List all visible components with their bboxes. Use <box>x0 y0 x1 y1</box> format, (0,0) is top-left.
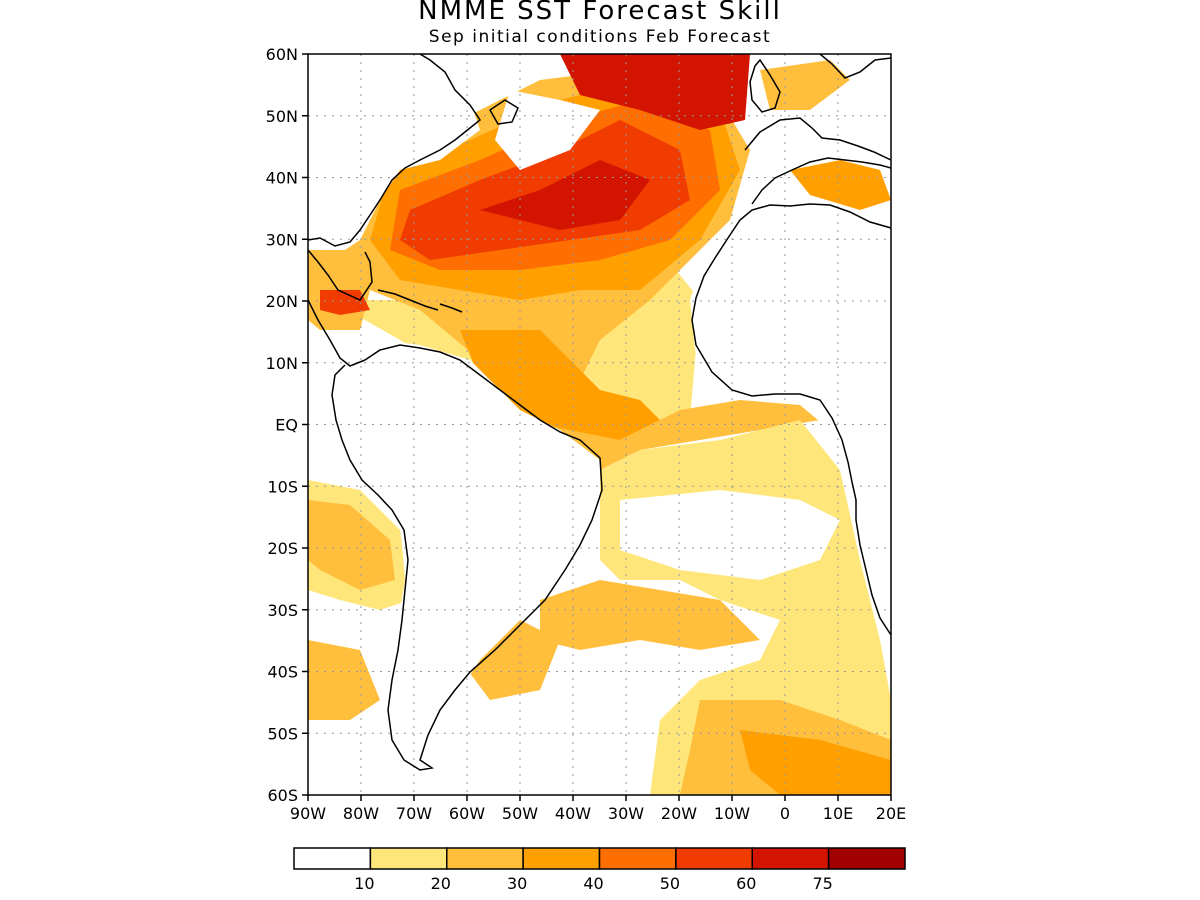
lon-label: 50W <box>502 804 538 823</box>
lon-label: 90W <box>290 804 326 823</box>
colorbar-label: 30 <box>507 874 527 893</box>
land-north-america <box>308 54 480 250</box>
coast-central-america <box>308 299 366 367</box>
lat-label: 30S <box>267 601 298 620</box>
colorbar-swatch <box>446 847 524 870</box>
coast-hispaniola <box>439 303 463 313</box>
lon-label: 80W <box>343 804 379 823</box>
skill-region-tropical-lightorange <box>520 390 820 470</box>
coastlines <box>308 54 891 771</box>
skill-region-sa-orange <box>540 580 760 650</box>
skill-region-sa-white <box>620 490 840 580</box>
lat-label: 20N <box>266 292 298 311</box>
colorbar-label: 50 <box>660 874 680 893</box>
colorbar-label: 40 <box>583 874 603 893</box>
skill-region-gulf-white <box>495 90 600 170</box>
longitude-axis: 90W 80W 70W 60W 50W 40W 30W 20W 10W 0 10E 20E <box>290 795 906 823</box>
grid-lines <box>308 54 891 795</box>
lon-label: 20W <box>661 804 697 823</box>
land-africa <box>690 200 891 640</box>
lon-label: 40W <box>555 804 591 823</box>
colorbar-label: 20 <box>431 874 451 893</box>
colorbar-label: 60 <box>736 874 756 893</box>
skill-region-tropical-orange <box>460 330 660 440</box>
skill-region-nh-north-red <box>560 54 750 130</box>
skill-region-sa-coast-orange <box>460 620 560 700</box>
coast-cuba <box>377 289 439 311</box>
skill-shading <box>308 54 891 795</box>
lat-label: 50S <box>267 724 298 743</box>
coast-florida-gulf <box>308 249 373 301</box>
lat-label: 30N <box>266 230 298 249</box>
skill-region-pacific-south <box>308 640 380 720</box>
lat-label: 40N <box>266 169 298 188</box>
lat-label: 60N <box>266 45 298 64</box>
chart-subtitle: Sep initial conditions Feb Forecast <box>428 27 772 47</box>
colorbar-swatch <box>827 847 906 870</box>
chart-title: NMME SST Forecast Skill <box>418 0 782 26</box>
colorbar-swatch <box>522 847 601 870</box>
skill-region-nh-darkred <box>480 160 650 230</box>
lon-label: 20E <box>876 804 906 823</box>
coast-newfoundland <box>489 99 519 125</box>
coast-europe <box>751 157 891 205</box>
lon-label: 70W <box>396 804 432 823</box>
coast-south-america <box>331 344 603 771</box>
coast-iberia-med <box>744 117 891 161</box>
lon-label: 30W <box>608 804 644 823</box>
skill-region-caribbean-red <box>320 290 370 315</box>
land-europe <box>760 70 891 170</box>
coast-uk <box>749 58 781 113</box>
skill-region-sa-south-darkorange <box>740 730 891 795</box>
coast-africa-west <box>691 203 891 636</box>
coast-scandinavia <box>819 54 891 79</box>
lat-label: EQ <box>275 416 298 435</box>
colorbar-swatch <box>675 847 753 870</box>
lat-label: 40S <box>267 663 298 682</box>
lat-label: 60S <box>267 786 298 805</box>
colorbar: 10 20 30 40 50 60 75 <box>293 847 906 893</box>
lat-label: 10S <box>267 477 298 496</box>
latitude-axis: 60N 50N 40N 30N 20N 10N EQ 10S 20S 30S 40S 50S 60S <box>266 45 308 805</box>
lon-label: 10W <box>714 804 750 823</box>
skill-region-med <box>790 160 891 210</box>
colorbar-label: 10 <box>354 874 374 893</box>
colorbar-swatch <box>751 847 830 870</box>
colorbar-swatch <box>293 847 372 870</box>
skill-region-north-sea <box>760 60 850 110</box>
skill-region-pacific-lightorange <box>308 500 395 590</box>
lon-label: 0 <box>780 804 790 823</box>
colorbar-swatch <box>369 847 448 870</box>
lat-label: 10N <box>266 354 298 373</box>
colorbar-swatch <box>598 847 677 870</box>
lat-label: 20S <box>267 539 298 558</box>
land-south-america <box>330 340 600 770</box>
lon-label: 60W <box>449 804 485 823</box>
coast-north-america <box>308 54 482 247</box>
colorbar-label: 75 <box>812 874 832 893</box>
lon-label: 10E <box>823 804 853 823</box>
lat-label: 50N <box>266 107 298 126</box>
